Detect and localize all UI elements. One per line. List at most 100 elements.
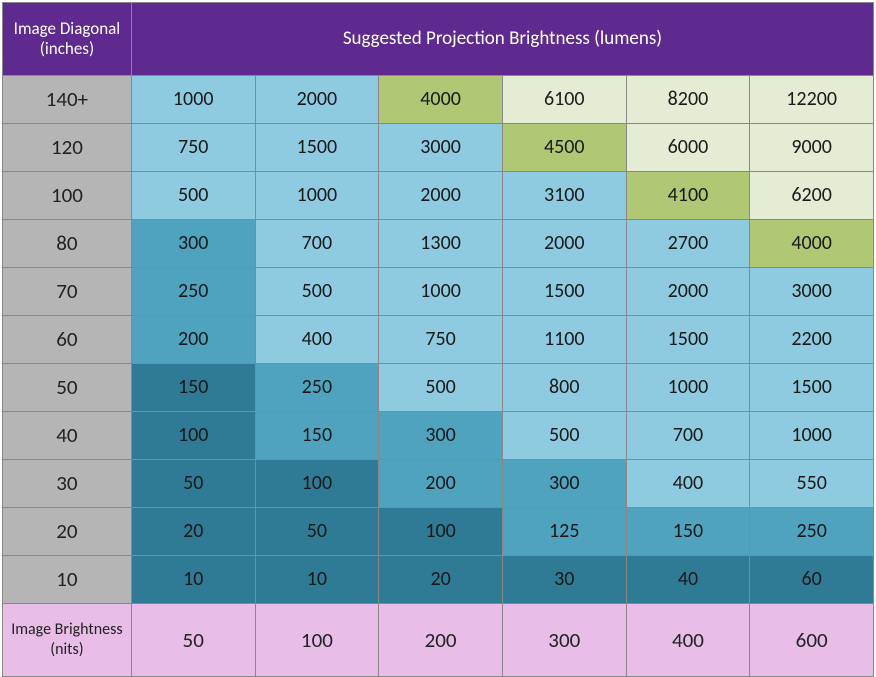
data-cell: 3100 xyxy=(503,172,626,219)
data-cell: 2000 xyxy=(379,172,502,219)
data-cell: 500 xyxy=(379,364,502,411)
data-cell: 4100 xyxy=(627,172,750,219)
data-cell: 2700 xyxy=(627,220,750,267)
data-cell: 1000 xyxy=(627,364,750,411)
table-row: 140+1000200040006100820012200 xyxy=(3,76,873,123)
row-label: 120 xyxy=(3,124,131,171)
data-cell: 100 xyxy=(256,460,379,507)
header-left: Image Diagonal (inches) xyxy=(3,3,131,75)
data-cell: 20 xyxy=(132,508,255,555)
table-row: 10050010002000310041006200 xyxy=(3,172,873,219)
data-cell: 1000 xyxy=(750,412,873,459)
data-cell: 750 xyxy=(132,124,255,171)
table-row: 12075015003000450060009000 xyxy=(3,124,873,171)
data-cell: 1500 xyxy=(256,124,379,171)
data-cell: 2200 xyxy=(750,316,873,363)
row-label: 100 xyxy=(3,172,131,219)
table-row: 202050100125150250 xyxy=(3,508,873,555)
data-cell: 300 xyxy=(503,460,626,507)
brightness-table: Image Diagonal (inches) Suggested Projec… xyxy=(2,2,874,677)
data-cell: 1000 xyxy=(132,76,255,123)
row-label: 20 xyxy=(3,508,131,555)
data-cell: 3000 xyxy=(379,124,502,171)
data-cell: 20 xyxy=(379,556,502,603)
data-cell: 40 xyxy=(627,556,750,603)
brightness-table-container: Image Diagonal (inches) Suggested Projec… xyxy=(0,0,876,671)
data-cell: 6200 xyxy=(750,172,873,219)
data-cell: 250 xyxy=(132,268,255,315)
data-cell: 60 xyxy=(750,556,873,603)
row-label: 60 xyxy=(3,316,131,363)
data-cell: 2000 xyxy=(503,220,626,267)
table-row: 60200400750110015002200 xyxy=(3,316,873,363)
data-cell: 700 xyxy=(627,412,750,459)
data-cell: 550 xyxy=(750,460,873,507)
data-cell: 6000 xyxy=(627,124,750,171)
data-cell: 700 xyxy=(256,220,379,267)
row-label: 50 xyxy=(3,364,131,411)
data-cell: 9000 xyxy=(750,124,873,171)
row-label: 30 xyxy=(3,460,131,507)
table-row: 401001503005007001000 xyxy=(3,412,873,459)
data-cell: 500 xyxy=(132,172,255,219)
data-cell: 1000 xyxy=(379,268,502,315)
data-cell: 200 xyxy=(379,460,502,507)
data-cell: 2000 xyxy=(627,268,750,315)
data-cell: 30 xyxy=(503,556,626,603)
data-cell: 300 xyxy=(379,412,502,459)
footer-value: 50 xyxy=(132,604,255,676)
data-cell: 250 xyxy=(256,364,379,411)
data-cell: 4000 xyxy=(750,220,873,267)
data-cell: 150 xyxy=(256,412,379,459)
footer-value: 200 xyxy=(379,604,502,676)
data-cell: 50 xyxy=(256,508,379,555)
table-row: 5015025050080010001500 xyxy=(3,364,873,411)
data-cell: 500 xyxy=(503,412,626,459)
row-label: 140+ xyxy=(3,76,131,123)
data-cell: 1500 xyxy=(750,364,873,411)
row-label: 80 xyxy=(3,220,131,267)
footer-label: Image Brightness (nits) xyxy=(3,604,131,676)
data-cell: 10 xyxy=(256,556,379,603)
data-cell: 125 xyxy=(503,508,626,555)
row-label: 70 xyxy=(3,268,131,315)
data-cell: 300 xyxy=(132,220,255,267)
header-main: Suggested Projection Brightness (lumens) xyxy=(132,3,873,75)
footer-value: 300 xyxy=(503,604,626,676)
data-cell: 100 xyxy=(132,412,255,459)
row-label: 10 xyxy=(3,556,131,603)
data-cell: 250 xyxy=(750,508,873,555)
data-cell: 800 xyxy=(503,364,626,411)
data-cell: 8200 xyxy=(627,76,750,123)
data-cell: 50 xyxy=(132,460,255,507)
data-cell: 500 xyxy=(256,268,379,315)
data-cell: 150 xyxy=(132,364,255,411)
data-cell: 200 xyxy=(132,316,255,363)
data-cell: 1000 xyxy=(256,172,379,219)
table-row: 702505001000150020003000 xyxy=(3,268,873,315)
data-cell: 1100 xyxy=(503,316,626,363)
row-label: 40 xyxy=(3,412,131,459)
table-row: 10101020304060 xyxy=(3,556,873,603)
data-cell: 6100 xyxy=(503,76,626,123)
table-body: 140+100020004000610082001220012075015003… xyxy=(3,76,873,603)
footer-value: 600 xyxy=(750,604,873,676)
footer-value: 400 xyxy=(627,604,750,676)
data-cell: 1300 xyxy=(379,220,502,267)
data-cell: 1500 xyxy=(503,268,626,315)
data-cell: 100 xyxy=(379,508,502,555)
data-cell: 10 xyxy=(132,556,255,603)
data-cell: 1500 xyxy=(627,316,750,363)
data-cell: 4000 xyxy=(379,76,502,123)
data-cell: 3000 xyxy=(750,268,873,315)
data-cell: 150 xyxy=(627,508,750,555)
table-row: 3050100200300400550 xyxy=(3,460,873,507)
data-cell: 4500 xyxy=(503,124,626,171)
data-cell: 400 xyxy=(256,316,379,363)
data-cell: 12200 xyxy=(750,76,873,123)
data-cell: 400 xyxy=(627,460,750,507)
data-cell: 2000 xyxy=(256,76,379,123)
data-cell: 750 xyxy=(379,316,502,363)
table-row: 803007001300200027004000 xyxy=(3,220,873,267)
footer-value: 100 xyxy=(256,604,379,676)
